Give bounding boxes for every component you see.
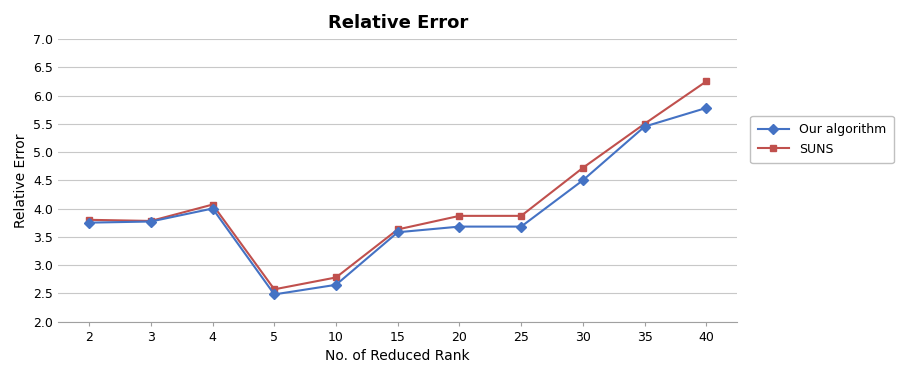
SUNS <box>84 218 94 222</box>
Our algorithm <box>331 282 342 287</box>
SUNS <box>577 166 588 170</box>
SUNS <box>331 275 342 280</box>
SUNS <box>207 202 218 207</box>
Our algorithm <box>577 178 588 182</box>
Legend: Our algorithm, SUNS: Our algorithm, SUNS <box>751 116 894 163</box>
SUNS <box>454 214 465 218</box>
Line: Our algorithm: Our algorithm <box>85 104 710 298</box>
Our algorithm <box>269 292 280 297</box>
Our algorithm <box>454 224 465 229</box>
Our algorithm <box>84 221 94 225</box>
X-axis label: No. of Reduced Rank: No. of Reduced Rank <box>325 349 470 363</box>
Our algorithm <box>516 224 527 229</box>
SUNS <box>639 121 650 126</box>
Y-axis label: Relative Error: Relative Error <box>13 133 28 227</box>
SUNS <box>146 219 156 223</box>
Our algorithm <box>207 206 218 211</box>
Our algorithm <box>146 219 156 224</box>
SUNS <box>701 79 712 84</box>
Title: Relative Error: Relative Error <box>327 14 467 32</box>
SUNS <box>516 214 527 218</box>
Line: SUNS: SUNS <box>85 78 710 293</box>
Our algorithm <box>701 106 712 110</box>
SUNS <box>269 287 280 291</box>
Our algorithm <box>392 230 403 234</box>
SUNS <box>392 227 403 232</box>
Our algorithm <box>639 124 650 129</box>
